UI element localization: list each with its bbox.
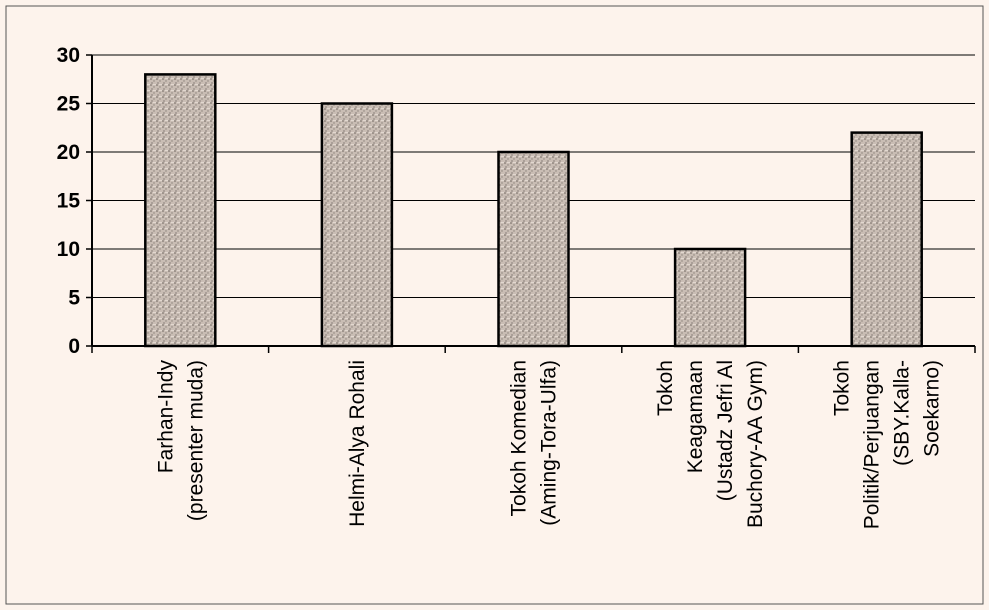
x-category-label-line: (Aming-Tora-Ulfa) bbox=[538, 360, 561, 526]
x-category-label: Tokoh Politik/Perjuangan (SBY.Kalla- Soekar… bbox=[831, 360, 944, 529]
bar bbox=[144, 73, 217, 348]
y-tick-label: 15 bbox=[57, 190, 81, 213]
x-category-label-line: Buchory-AA Gym) bbox=[744, 360, 767, 528]
bar bbox=[673, 247, 747, 348]
x-category-label-line: Farhan-Indy bbox=[154, 360, 177, 474]
x-category-label-line: Tokoh bbox=[654, 360, 677, 416]
plot-frame bbox=[5, 5, 984, 605]
y-tick-label: 20 bbox=[57, 141, 80, 164]
x-axis-labels: Farhan-Indy (presenter muda) Helmi-Alya Ro… bbox=[154, 360, 943, 530]
y-tick-label: 30 bbox=[57, 44, 80, 67]
y-tick-label: 10 bbox=[57, 238, 80, 261]
x-category-label: Tokoh Keagamaan (Ustadz Jefri Al Buchory-AA… bbox=[654, 360, 767, 528]
x-category-label-line: Tokoh bbox=[831, 360, 854, 416]
bar bbox=[850, 131, 923, 348]
x-category-label: Farhan-Indy (presenter muda) bbox=[154, 360, 207, 522]
y-tick-label: 5 bbox=[68, 287, 80, 310]
x-category-label: Helmi-Alya Rohali bbox=[346, 360, 369, 527]
x-category-label-line: (SBY.Kalla- bbox=[891, 360, 914, 466]
y-tick-label: 25 bbox=[57, 93, 81, 116]
grid-lines bbox=[92, 54, 975, 298]
bars bbox=[144, 73, 923, 348]
x-category-label-line: Soekarno) bbox=[921, 360, 944, 457]
bar bbox=[320, 102, 394, 348]
x-category-label: Tokoh Komedian (Aming-Tora-Ulfa) bbox=[508, 360, 561, 526]
x-category-label-line: (Ustadz Jefri Al bbox=[714, 360, 737, 501]
x-category-label-line: Tokoh Komedian bbox=[508, 360, 531, 516]
y-tick-label: 0 bbox=[68, 335, 80, 358]
bar bbox=[497, 150, 570, 348]
x-category-label-line: Politik/Perjuangan bbox=[861, 360, 884, 529]
x-category-label-line: Helmi-Alya Rohali bbox=[346, 360, 369, 527]
x-category-label-line: Keagamaan bbox=[684, 360, 707, 473]
axes bbox=[91, 55, 976, 353]
x-category-label-line: (presenter muda) bbox=[184, 360, 207, 521]
